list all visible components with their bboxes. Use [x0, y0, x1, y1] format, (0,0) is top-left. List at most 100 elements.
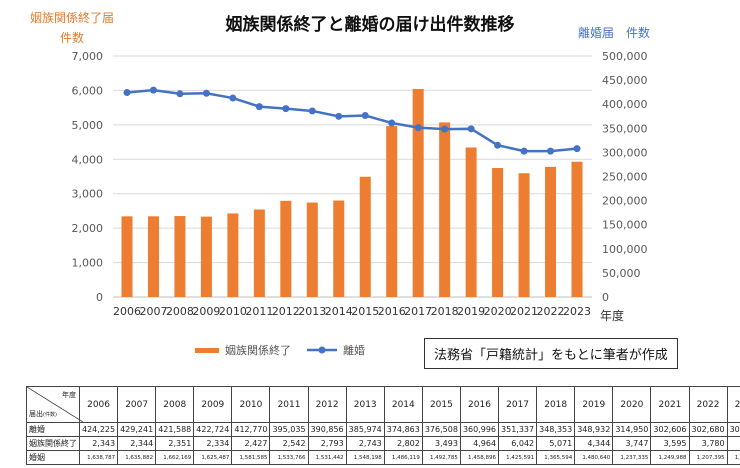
- table-corner: 年度 届出(件数): [26, 386, 83, 423]
- table-cell: 1,365,594: [536, 450, 576, 465]
- bar-2006: [121, 216, 133, 297]
- table-cell: 374,863: [383, 422, 423, 437]
- right-tick-label: 50,000: [602, 267, 641, 280]
- right-axis-label: 離婚届 件数: [578, 26, 651, 40]
- table-cell: 376,508: [421, 422, 461, 437]
- table-cell: 424,225: [78, 422, 119, 437]
- x-tick-label: 2015: [351, 305, 379, 318]
- bar-2009: [200, 216, 212, 297]
- right-tick-label: 200,000: [602, 195, 648, 208]
- table-row: 離婚 424,225 429,241 421,588 422,724 412,770 395…: [26, 422, 740, 437]
- bar-2012: [280, 200, 292, 297]
- chart-area: 0 1,000 2,000 3,000 4,000 5,000 6,000 7,000 0 50,…: [72, 50, 648, 323]
- year-header: 2014: [383, 386, 423, 423]
- year-header: 2013: [345, 386, 385, 423]
- table-cell: 1,480,640: [574, 450, 614, 465]
- right-tick-label: 450,000: [602, 74, 648, 87]
- x-tick-label: 2021: [510, 305, 538, 318]
- year-header: 2010: [231, 386, 271, 423]
- table-cell: 5,071: [536, 436, 576, 451]
- table-cell: 2,351: [155, 436, 195, 451]
- left-tick-label: 0: [96, 291, 103, 304]
- point-2023: [573, 145, 581, 153]
- x-tick-label: 2023: [563, 305, 591, 318]
- table-cell: 351,337: [498, 422, 538, 437]
- source-note: 法務省「戸籍統計」をもとに筆者が作成: [424, 338, 678, 369]
- table-cell: 390,856: [307, 422, 347, 437]
- left-axis-label: 姻族関係終了届 件数: [30, 8, 114, 48]
- x-tick-label: 2011: [245, 305, 273, 318]
- x-tick-label: 2020: [484, 305, 512, 318]
- x-tick-label: 2009: [192, 305, 220, 318]
- point-2012: [282, 105, 290, 113]
- year-header: 2022: [688, 386, 728, 423]
- right-tick-label: 100,000: [602, 243, 648, 256]
- corner-year-label: 年度: [62, 391, 76, 399]
- row-label: 婚姻: [26, 450, 80, 465]
- point-2015: [361, 112, 369, 120]
- year-header: 2023: [726, 386, 740, 423]
- table-cell: 3,747: [612, 436, 652, 451]
- x-tick-label: 2007: [139, 305, 167, 318]
- table-cell: 422,724: [193, 422, 233, 437]
- table-cell: 1,531,442: [307, 450, 347, 465]
- legend-line-label: 離婚: [343, 344, 365, 357]
- x-tick-label: 2006: [113, 305, 141, 318]
- point-2014: [335, 112, 343, 120]
- point-2007: [149, 86, 157, 94]
- year-header: 2015: [421, 386, 461, 423]
- x-tick-label: 2016: [378, 305, 406, 318]
- point-2010: [229, 94, 237, 102]
- table-cell: 4,964: [459, 436, 500, 451]
- table-cell: 1,249,988: [650, 450, 690, 465]
- right-tick-label: 300,000: [602, 146, 648, 159]
- table-cell: 1,425,591: [498, 450, 538, 465]
- left-tick-label: 6,000: [72, 84, 104, 97]
- table-cell: 2,793: [307, 436, 347, 451]
- table-cell: 1,458,896: [459, 450, 500, 465]
- left-tick-label: 3,000: [72, 188, 104, 201]
- x-tick-label: 2017: [404, 305, 432, 318]
- row-label: 姻族関係終了: [26, 436, 80, 451]
- table-cell: 307,817: [726, 422, 740, 437]
- left-tick-label: 7,000: [72, 50, 104, 63]
- x-tick-label: 2022: [537, 305, 565, 318]
- x-tick-label: 2013: [298, 305, 326, 318]
- table-cell: 360,996: [459, 422, 500, 437]
- table-cell: 302,606: [650, 422, 690, 437]
- left-axis-label-line1: 姻族関係終了届: [30, 11, 115, 25]
- point-2020: [494, 141, 502, 149]
- table-cell: 1,625,487: [193, 450, 233, 465]
- year-header: 2020: [612, 386, 652, 423]
- year-header: 2007: [117, 386, 157, 423]
- table-cell: 2,542: [269, 436, 309, 451]
- divorce-line: [126, 88, 578, 153]
- year-header: 2016: [459, 386, 500, 423]
- table-cell: 1,533,766: [269, 450, 309, 465]
- left-tick-label: 5,000: [72, 119, 104, 132]
- x-axis-label: 年度: [600, 308, 624, 323]
- table-cell: 421,588: [155, 422, 195, 437]
- year-header: 2018: [536, 386, 576, 423]
- table-cell: 1,638,787: [78, 450, 119, 465]
- year-header: 2012: [307, 386, 347, 423]
- x-tick-label: 2012: [272, 305, 300, 318]
- year-header: 2009: [193, 386, 233, 423]
- table-cell: 3,780: [688, 436, 728, 451]
- point-2016: [388, 119, 396, 127]
- year-header: 2006: [78, 386, 119, 423]
- table-cell: 2,802: [383, 436, 423, 451]
- bar-2007: [147, 216, 159, 297]
- bar-2008: [174, 216, 186, 297]
- table-cell: 2,743: [345, 436, 385, 451]
- right-tick-label: 150,000: [602, 219, 648, 232]
- chart-title: 姻族関係終了と離婚の届け出件数推移: [225, 15, 515, 35]
- table-cell: 1,173,635: [726, 450, 740, 465]
- bar-2018: [439, 122, 451, 297]
- table-cell: 1,548,198: [345, 450, 385, 465]
- year-header: 2019: [574, 386, 614, 423]
- legend-bar-swatch: [195, 347, 219, 353]
- point-2018: [441, 125, 449, 133]
- point-2008: [176, 90, 184, 98]
- table-cell: 429,241: [117, 422, 157, 437]
